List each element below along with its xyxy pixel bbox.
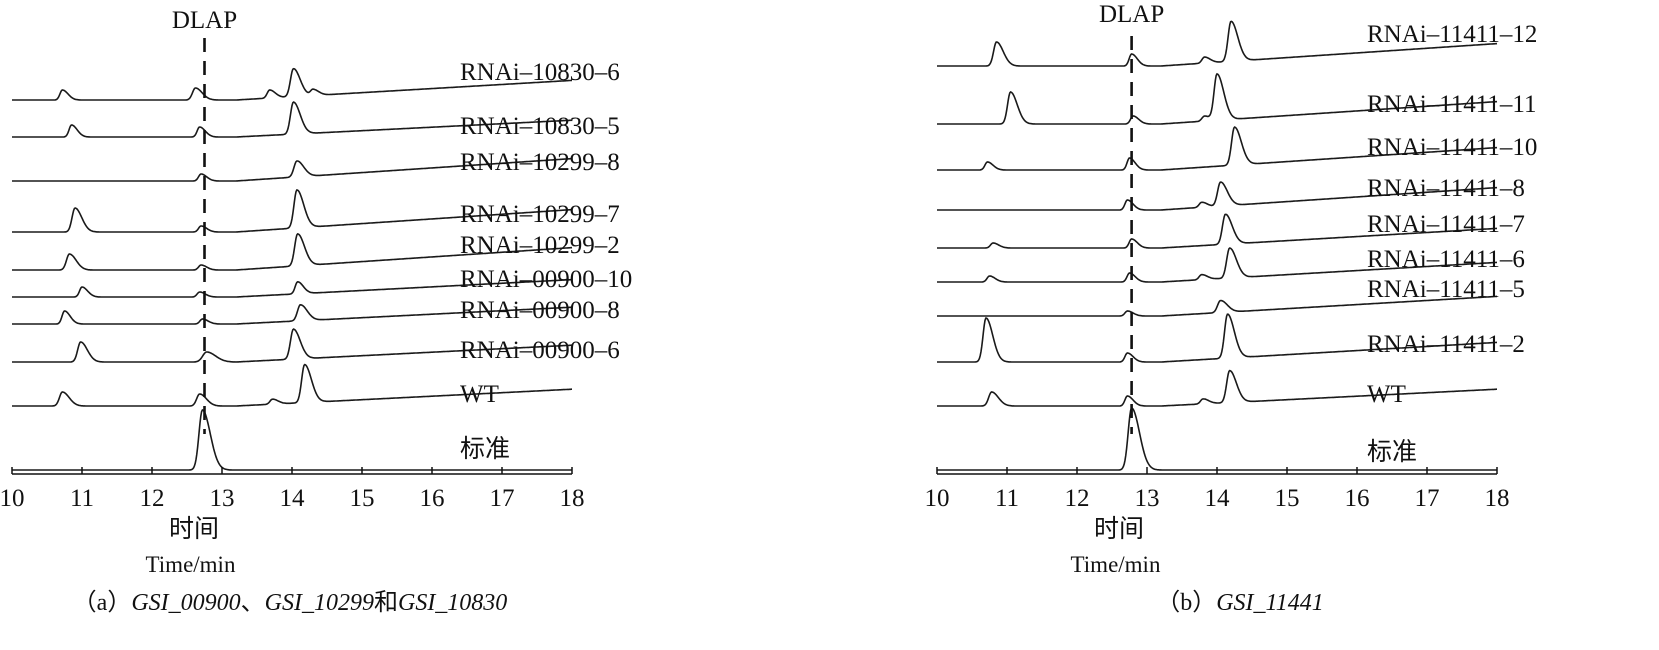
panel-b-xlabel-en: Time/min <box>1071 552 1161 577</box>
trace-label-a-3: RNAi–10299–7 <box>460 201 620 228</box>
x-tick-label-b-18: 18 <box>1485 485 1510 512</box>
x-tick-label-b-13: 13 <box>1135 485 1160 512</box>
x-tick-label-b-11: 11 <box>995 485 1019 512</box>
x-tick-label-a-11: 11 <box>70 485 94 512</box>
trace-b-6 <box>937 295 1497 317</box>
trace-a-7 <box>12 328 572 363</box>
x-tick-label-a-16: 16 <box>420 485 445 512</box>
panel-b: RNAi–11411–12 RNAi–11411–11 RNAi–11411–10 R… <box>925 1 1538 616</box>
trace-label-b-3: RNAi–11411–8 <box>1367 175 1525 202</box>
trace-b-8 <box>937 369 1497 407</box>
trace-a-6 <box>12 303 572 325</box>
trace-label-a-0: RNAi–10830–6 <box>460 59 620 86</box>
trace-label-a-7: RNAi–00900–6 <box>460 337 620 364</box>
trace-b-4 <box>937 213 1497 249</box>
panel-a-caption-prefix: （a） <box>73 590 132 616</box>
x-tick-label-a-18: 18 <box>560 485 585 512</box>
trace-a-1 <box>12 101 572 138</box>
trace-label-a-6: RNAi–00900–8 <box>460 297 620 324</box>
x-tick-label-b-10: 10 <box>925 485 950 512</box>
trace-label-b-0: RNAi–11411–12 <box>1367 21 1537 48</box>
panel-b-caption-prefix: （b） <box>1156 590 1216 616</box>
trace-label-a-9: 标准 <box>460 435 510 463</box>
x-tick-label-b-12: 12 <box>1065 485 1090 512</box>
trace-label-b-8: WT <box>1367 381 1406 408</box>
panel-b-caption-gene-1: GSI_11441 <box>1216 590 1324 616</box>
x-tick-label-a-13: 13 <box>210 485 235 512</box>
trace-label-b-4: RNAi–11411–7 <box>1367 211 1525 238</box>
panel-a-caption-gene-2: GSI_10299 <box>265 590 374 616</box>
x-tick-label-b-17: 17 <box>1415 485 1440 512</box>
panel-a-caption-gene-3: GSI_10830 <box>398 590 507 616</box>
trace-b-2 <box>937 126 1498 171</box>
x-tick-label-a-14: 14 <box>280 485 306 512</box>
trace-label-a-8: WT <box>460 381 499 408</box>
trace-label-a-4: RNAi–10299–2 <box>460 232 620 259</box>
panel-a-caption: （a）GSI_00900、GSI_10299和GSI_10830 <box>73 589 508 616</box>
trace-label-a-1: RNAi–10830–5 <box>460 113 620 140</box>
trace-a-4 <box>12 232 573 271</box>
trace-label-a-5: RNAi–00900–10 <box>460 266 632 293</box>
panel-a-x-ticks: 10 11 12 13 14 15 16 17 18 <box>0 467 585 512</box>
trace-label-b-2: RNAi–11411–10 <box>1367 134 1537 161</box>
panel-a-dlap-label: DLAP <box>172 7 237 34</box>
x-tick-label-b-14: 14 <box>1205 485 1231 512</box>
trace-label-b-7: RNAi–11411–2 <box>1367 331 1525 358</box>
panel-b-dlap-label: DLAP <box>1099 1 1164 28</box>
x-tick-label-a-17: 17 <box>490 485 515 512</box>
panel-a-caption-sep-1: 、 <box>241 590 265 616</box>
trace-b-3 <box>937 181 1498 211</box>
trace-a-8 <box>12 363 572 407</box>
trace-b-7 <box>937 313 1497 363</box>
trace-label-b-5: RNAi–11411–6 <box>1367 246 1525 273</box>
panel-a-caption-gene-1: GSI_00900 <box>131 590 240 616</box>
trace-a-3 <box>12 189 573 233</box>
trace-b-5 <box>937 247 1497 283</box>
x-tick-label-a-10: 10 <box>0 485 25 512</box>
x-tick-label-a-15: 15 <box>350 485 375 512</box>
x-tick-label-a-12: 12 <box>140 485 165 512</box>
panel-b-trace-labels: RNAi–11411–12 RNAi–11411–11 RNAi–11411–10 R… <box>1367 21 1537 466</box>
panel-b-traces <box>937 20 1498 471</box>
x-tick-label-b-16: 16 <box>1345 485 1370 512</box>
trace-a-0 <box>12 67 572 101</box>
trace-b-1 <box>937 72 1498 125</box>
panel-b-xlabel-cn: 时间 <box>1094 515 1144 543</box>
panel-b-caption: （b）GSI_11441 <box>1156 590 1324 616</box>
trace-label-a-2: RNAi–10299–8 <box>460 149 620 176</box>
panel-a-caption-sep-2: 和 <box>374 589 398 616</box>
panel-a-xlabel-en: Time/min <box>146 552 236 577</box>
trace-label-b-6: RNAi–11411–5 <box>1367 276 1525 303</box>
x-tick-label-b-15: 15 <box>1275 485 1300 512</box>
panel-b-x-ticks: 10 11 12 13 14 15 16 17 18 <box>925 467 1510 512</box>
trace-a-2 <box>12 157 573 182</box>
panel-a: RNAi–10830–6 RNAi–10830–5 RNAi–10299–8 RNAi… <box>0 7 632 616</box>
trace-label-b-9: 标准 <box>1367 438 1417 466</box>
panel-a-xlabel-cn: 时间 <box>169 515 219 543</box>
trace-label-b-1: RNAi–11411–11 <box>1367 91 1536 118</box>
panel-a-traces <box>12 67 573 471</box>
trace-b-0 <box>937 20 1498 67</box>
trace-a-5 <box>12 278 573 298</box>
panel-a-trace-labels: RNAi–10830–6 RNAi–10830–5 RNAi–10299–8 RNAi… <box>460 59 632 463</box>
